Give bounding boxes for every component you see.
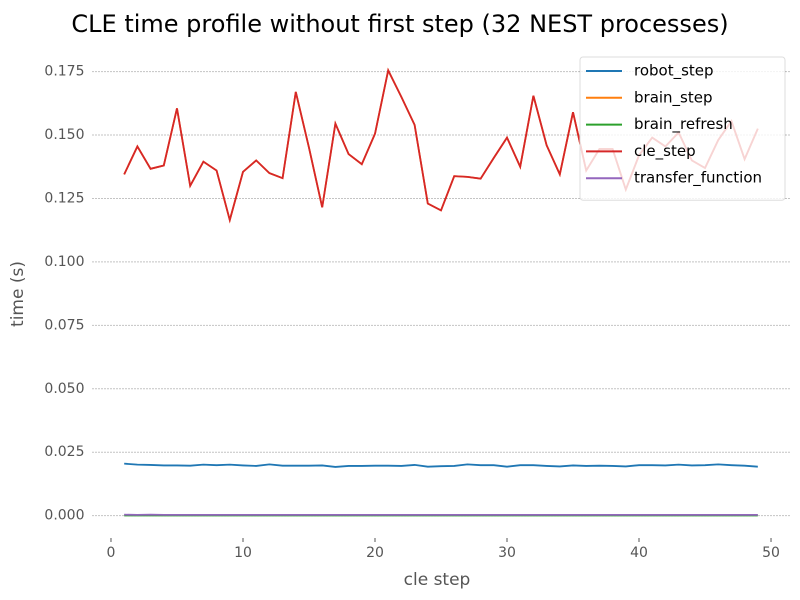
x-tick-label: 10	[234, 545, 252, 561]
legend-label: cle_step	[634, 142, 696, 161]
x-tick-label: 40	[630, 545, 648, 561]
y-tick-label: 0.025	[44, 444, 84, 460]
legend-label: transfer_function	[634, 169, 762, 188]
y-tick-label: 0.175	[44, 64, 84, 80]
legend-box	[579, 56, 786, 201]
x-tick-label: 0	[107, 545, 116, 561]
x-tick-label: 30	[498, 545, 516, 561]
y-tick-label: 0.125	[44, 190, 84, 206]
y-tick-label: 0.100	[44, 254, 84, 270]
chart-title: CLE time profile without first step (32 …	[71, 10, 728, 38]
legend-label: brain_refresh	[634, 115, 733, 134]
y-axis-label: time (s)	[8, 261, 28, 327]
legend-label: robot_step	[634, 62, 714, 81]
y-tick-label: 0.050	[44, 381, 84, 397]
x-tick-label: 50	[762, 545, 780, 561]
series-line	[124, 462, 758, 468]
x-axis-label: cle step	[404, 570, 471, 590]
y-tick-label: 0.000	[44, 508, 84, 524]
legend-label: brain_step	[634, 88, 713, 107]
x-tick-label: 20	[366, 545, 384, 561]
y-tick-label: 0.150	[44, 127, 84, 143]
y-tick-label: 0.075	[44, 317, 84, 333]
